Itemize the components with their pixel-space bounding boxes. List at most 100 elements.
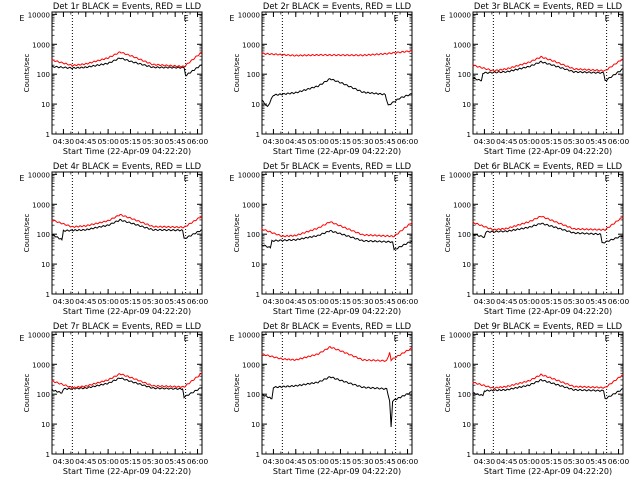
- x-tick-label: 05:15: [330, 457, 352, 466]
- y-tick-label: 10000: [28, 331, 50, 339]
- flag-label: E: [229, 174, 234, 183]
- x-tick-label: 04:30: [474, 457, 496, 466]
- x-tick-label: 05:30: [142, 297, 164, 306]
- events-series-line: [51, 218, 203, 242]
- y-axis-label: Counts/sec: [23, 214, 31, 253]
- x-tick-label: 04:45: [496, 137, 518, 146]
- x-tick-label: 04:45: [285, 137, 307, 146]
- x-tick-label: 05:30: [352, 137, 374, 146]
- x-tick-label: 05:00: [97, 297, 119, 306]
- flag-label: E: [19, 14, 24, 23]
- y-tick-label: 10: [462, 261, 471, 269]
- x-tick-label: 05:45: [165, 137, 187, 146]
- events-series-line: [261, 78, 413, 108]
- x-tick-label: 05:30: [563, 297, 585, 306]
- x-tick-label: 05:30: [142, 457, 164, 466]
- x-tick-label: 04:30: [263, 457, 285, 466]
- panel-title: Det 7r BLACK = Events, RED = LLD: [53, 321, 201, 331]
- y-tick-label: 1000: [242, 201, 260, 209]
- flag-label: E: [605, 334, 610, 343]
- plot-frame: [261, 11, 413, 135]
- plot-frame: [51, 171, 203, 295]
- x-axis-label: Start Time (22-Apr-09 04:22:20): [63, 467, 191, 476]
- x-tick-label: 05:00: [307, 137, 329, 146]
- y-tick-label: 10: [462, 421, 471, 429]
- x-tick-label: 06:00: [608, 297, 630, 306]
- y-tick-label: 10000: [449, 331, 471, 339]
- x-tick-label: 05:15: [330, 137, 352, 146]
- x-tick-label: 05:45: [165, 457, 187, 466]
- x-tick-label: 05:00: [97, 457, 119, 466]
- lld-series-line: [51, 213, 203, 229]
- panel-title: Det 6r BLACK = Events, RED = LLD: [474, 161, 622, 171]
- x-axis-label: Start Time (22-Apr-09 04:22:20): [63, 307, 191, 316]
- y-axis-label: Counts/sec: [233, 214, 241, 253]
- plot-frame: [472, 331, 624, 455]
- y-tick-label: 1000: [453, 361, 471, 369]
- x-tick-label: 06:00: [187, 137, 209, 146]
- events-series-line: [472, 222, 624, 244]
- x-tick-label: 04:30: [263, 297, 285, 306]
- x-axis-label: Start Time (22-Apr-09 04:22:20): [63, 147, 191, 156]
- x-axis-label: Start Time (22-Apr-09 04:22:20): [273, 307, 401, 316]
- x-tick-label: 05:00: [307, 297, 329, 306]
- y-tick-label: 100: [247, 71, 260, 79]
- flag-label: E: [19, 174, 24, 183]
- x-axis-label: Start Time (22-Apr-09 04:22:20): [273, 147, 401, 156]
- y-tick-label: 100: [458, 391, 471, 399]
- y-tick-label: 1: [467, 451, 471, 459]
- x-tick-label: 05:15: [120, 297, 142, 306]
- x-tick-label: 05:45: [165, 297, 187, 306]
- plot-frame: [51, 11, 203, 135]
- detector-panel-6: Det 6r BLACK = Events, RED = LLD E E 1 10 100…: [440, 161, 629, 316]
- lld-series-line: [261, 49, 413, 57]
- x-tick-label: 05:15: [330, 297, 352, 306]
- x-tick-label: 04:45: [285, 297, 307, 306]
- flag-label: E: [440, 334, 445, 343]
- y-tick-label: 1000: [32, 41, 50, 49]
- y-tick-label: 1000: [453, 201, 471, 209]
- x-axis-label: Start Time (22-Apr-09 04:22:20): [484, 147, 612, 156]
- x-tick-label: 05:00: [307, 457, 329, 466]
- x-tick-label: 05:15: [120, 457, 142, 466]
- x-tick-label: 04:45: [285, 457, 307, 466]
- y-tick-label: 10000: [28, 171, 50, 179]
- lld-series-line: [51, 51, 203, 68]
- y-tick-label: 100: [37, 231, 50, 239]
- x-tick-label: 04:45: [75, 297, 97, 306]
- y-tick-label: 10: [41, 261, 50, 269]
- flag-label: E: [229, 334, 234, 343]
- x-tick-label: 05:00: [518, 297, 540, 306]
- x-tick-label: 06:00: [608, 137, 630, 146]
- detector-panel-5: Det 5r BLACK = Events, RED = LLD E E 1 10 100…: [229, 161, 418, 316]
- lld-series-line: [51, 372, 203, 389]
- y-axis-label: Counts/sec: [233, 54, 241, 93]
- x-tick-label: 06:00: [397, 137, 419, 146]
- plot-frame: [261, 171, 413, 295]
- y-axis-label: Counts/sec: [23, 54, 31, 93]
- events-series-line: [261, 229, 413, 251]
- x-tick-label: 05:00: [518, 137, 540, 146]
- y-tick-label: 10000: [449, 11, 471, 19]
- y-tick-label: 10: [41, 101, 50, 109]
- x-axis-label: Start Time (22-Apr-09 04:22:20): [484, 307, 612, 316]
- flag-label: E: [394, 334, 399, 343]
- x-tick-label: 04:45: [75, 137, 97, 146]
- x-tick-label: 05:15: [541, 457, 563, 466]
- detector-panel-8: Det 8r BLACK = Events, RED = LLD E E 1 10 100…: [229, 321, 418, 476]
- x-tick-label: 05:45: [586, 457, 608, 466]
- flag-label: E: [184, 334, 189, 343]
- plot-frame: [472, 11, 624, 135]
- y-tick-label: 10: [251, 101, 260, 109]
- y-tick-label: 100: [37, 71, 50, 79]
- y-tick-label: 100: [247, 231, 260, 239]
- y-tick-label: 1: [256, 451, 260, 459]
- events-series-line: [472, 60, 624, 82]
- flag-label: E: [440, 14, 445, 23]
- flag-label: E: [394, 174, 399, 183]
- events-series-line: [51, 57, 203, 77]
- panel-title: Det 9r BLACK = Events, RED = LLD: [474, 321, 622, 331]
- detector-panel-1: Det 1r BLACK = Events, RED = LLD E E 1 10 100…: [19, 1, 208, 156]
- x-tick-label: 05:45: [586, 137, 608, 146]
